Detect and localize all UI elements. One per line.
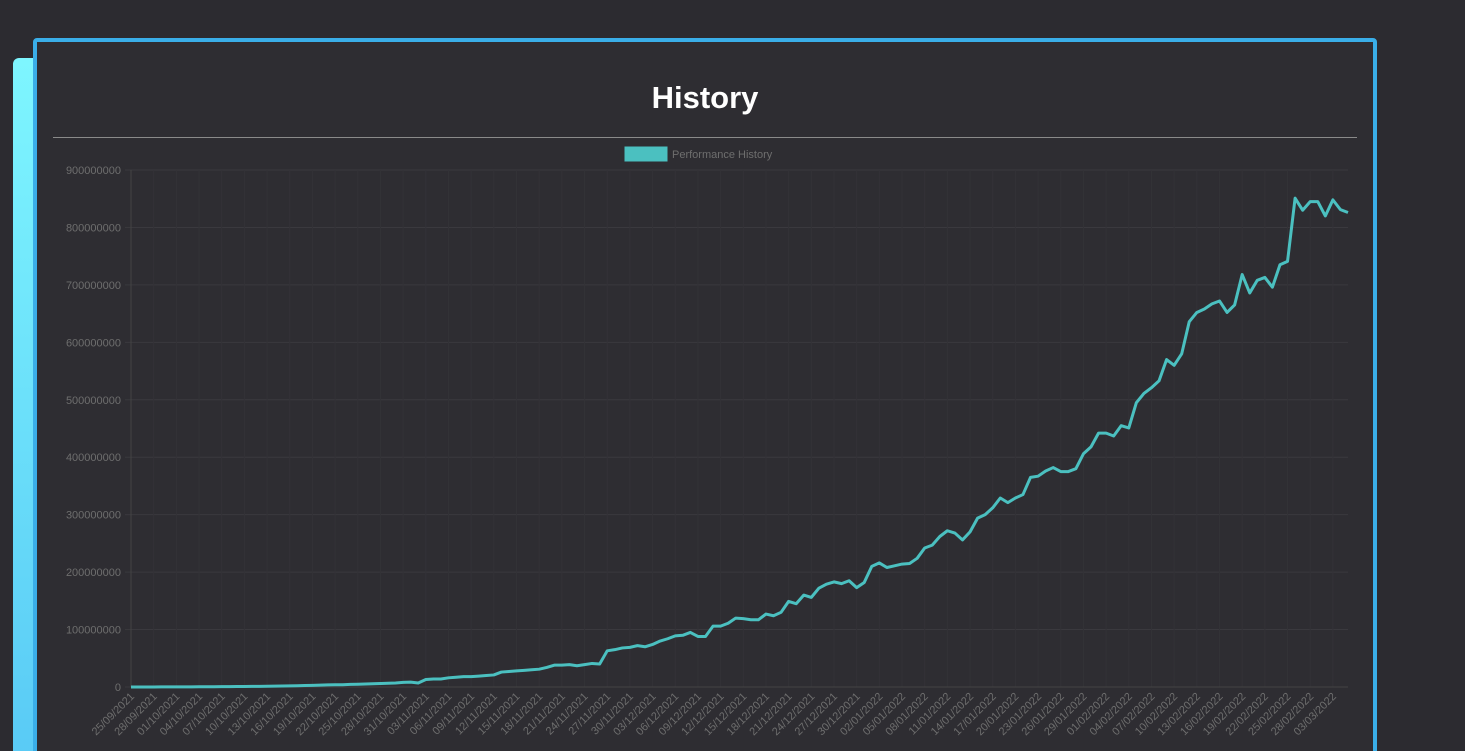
legend-label: Performance History [672,149,773,161]
data-line [131,196,1349,689]
y-tick-label: 200000000 [66,567,121,579]
y-tick-label: 700000000 [66,280,121,292]
y-tick-label: 400000000 [66,452,121,464]
chart-title: History [651,80,759,115]
y-tick-label: 0 [115,682,121,694]
divider [53,137,1357,138]
legend-swatch [624,146,668,162]
chart-card: History [33,38,1377,751]
y-tick-label: 600000000 [66,337,121,349]
y-tick-label: 300000000 [66,510,121,522]
y-tick-label: 800000000 [66,222,121,234]
y-tick-label: 900000000 [66,165,121,177]
y-tick-label: 100000000 [66,625,121,637]
y-tick-label: 500000000 [66,395,121,407]
